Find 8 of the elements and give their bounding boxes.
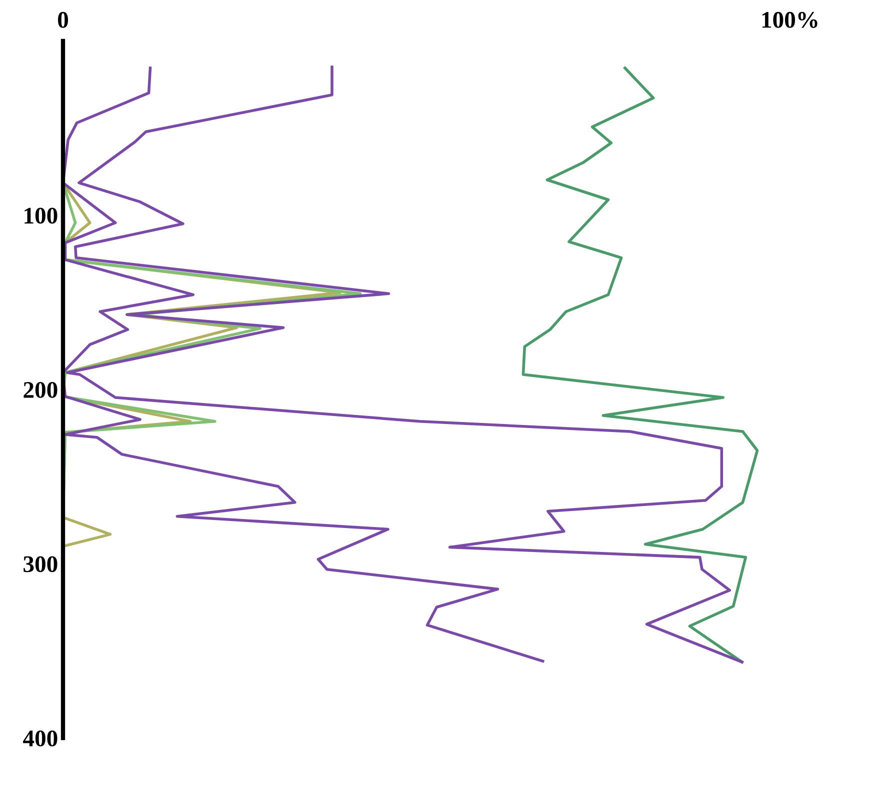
y-tick-label: 300: [24, 556, 58, 572]
y-tick-label: 100: [24, 208, 58, 224]
x-tick-label: 0: [58, 12, 68, 28]
y-tick-label: 400: [23, 730, 58, 746]
line-series: [522, 66, 759, 664]
y-tick-label: 200: [24, 382, 58, 398]
x-tick-label: 100%: [762, 12, 818, 28]
line-series: [66, 66, 744, 664]
